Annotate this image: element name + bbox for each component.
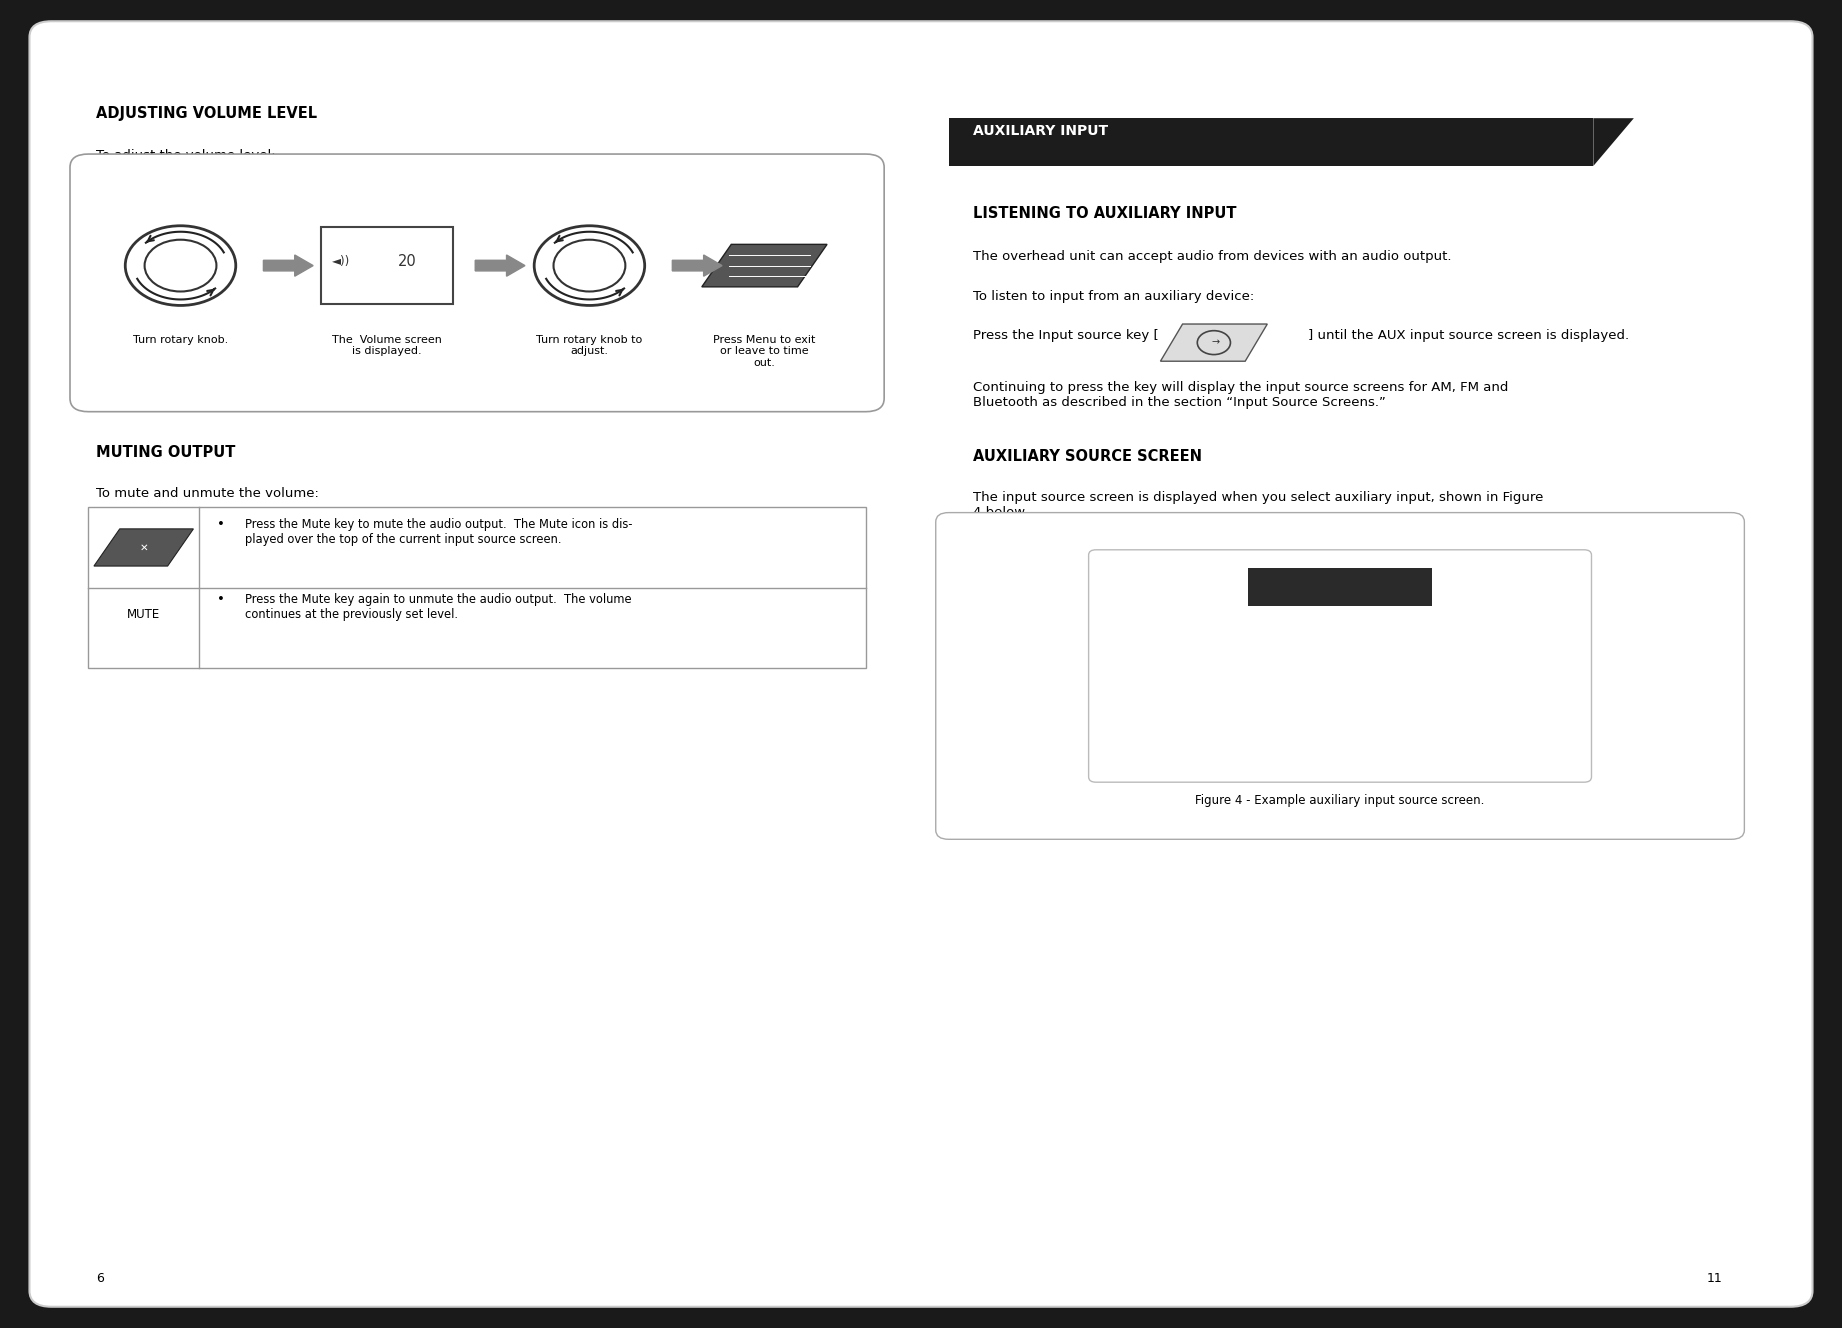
FancyBboxPatch shape	[70, 154, 884, 412]
Text: Press Menu to exit
or leave to time
out.: Press Menu to exit or leave to time out.	[713, 335, 816, 368]
FancyArrow shape	[475, 255, 525, 276]
Text: The overhead unit can accept audio from devices with an audio output.: The overhead unit can accept audio from …	[973, 250, 1451, 263]
Text: 6: 6	[96, 1272, 103, 1286]
Text: Press the Mute key to mute the audio output.  The Mute icon is dis-
played over : Press the Mute key to mute the audio out…	[245, 518, 632, 546]
Text: Press the Mute key again to unmute the audio output.  The volume
continues at th: Press the Mute key again to unmute the a…	[245, 592, 632, 622]
Text: To adjust the volume level:: To adjust the volume level:	[96, 149, 276, 162]
FancyBboxPatch shape	[936, 513, 1744, 839]
FancyBboxPatch shape	[29, 21, 1813, 1307]
Ellipse shape	[553, 239, 624, 291]
FancyBboxPatch shape	[1089, 550, 1591, 782]
Text: MUTE: MUTE	[127, 608, 160, 622]
Text: Turn rotary knob to
adjust.: Turn rotary knob to adjust.	[536, 335, 643, 356]
Text: ] until the AUX input source screen is displayed.: ] until the AUX input source screen is d…	[1308, 329, 1628, 343]
Ellipse shape	[534, 226, 645, 305]
Polygon shape	[1593, 118, 1634, 166]
Ellipse shape	[1197, 331, 1230, 355]
Text: AUXILIARY INPUT: AUXILIARY INPUT	[973, 124, 1107, 138]
FancyBboxPatch shape	[321, 227, 453, 304]
FancyBboxPatch shape	[88, 507, 866, 668]
Text: •: •	[217, 592, 225, 606]
Text: 20: 20	[398, 254, 416, 270]
Text: Press the Input source key [: Press the Input source key [	[973, 329, 1159, 343]
Text: Figure 4 - Example auxiliary input source screen.: Figure 4 - Example auxiliary input sourc…	[1195, 794, 1485, 807]
Polygon shape	[702, 244, 827, 287]
FancyBboxPatch shape	[949, 118, 1593, 166]
Text: ✕: ✕	[140, 542, 147, 552]
Text: ADJUSTING VOLUME LEVEL: ADJUSTING VOLUME LEVEL	[96, 106, 317, 121]
Text: MUTING OUTPUT: MUTING OUTPUT	[96, 445, 236, 459]
Ellipse shape	[144, 239, 217, 291]
Text: Continuing to press the key will display the input source screens for AM, FM and: Continuing to press the key will display…	[973, 381, 1509, 409]
Text: Turn rotary knob.: Turn rotary knob.	[133, 335, 228, 345]
Text: 11: 11	[1706, 1272, 1722, 1286]
Text: The  Volume screen
is displayed.: The Volume screen is displayed.	[332, 335, 442, 356]
Text: AUXILIARY SOURCE SCREEN: AUXILIARY SOURCE SCREEN	[973, 449, 1201, 463]
Text: To mute and unmute the volume:: To mute and unmute the volume:	[96, 487, 319, 501]
Polygon shape	[1160, 324, 1267, 361]
Text: LISTENING TO AUXILIARY INPUT: LISTENING TO AUXILIARY INPUT	[973, 206, 1236, 220]
FancyArrow shape	[263, 255, 313, 276]
Text: →: →	[1212, 337, 1219, 348]
Text: •: •	[217, 518, 225, 531]
Text: AUX: AUX	[1324, 576, 1356, 590]
Polygon shape	[94, 529, 193, 566]
Ellipse shape	[125, 226, 236, 305]
Text: ◄)): ◄))	[332, 255, 350, 268]
FancyArrow shape	[672, 255, 722, 276]
Text: The input source screen is displayed when you select auxiliary input, shown in F: The input source screen is displayed whe…	[973, 491, 1544, 519]
FancyBboxPatch shape	[1249, 568, 1433, 606]
Text: To listen to input from an auxiliary device:: To listen to input from an auxiliary dev…	[973, 290, 1254, 303]
